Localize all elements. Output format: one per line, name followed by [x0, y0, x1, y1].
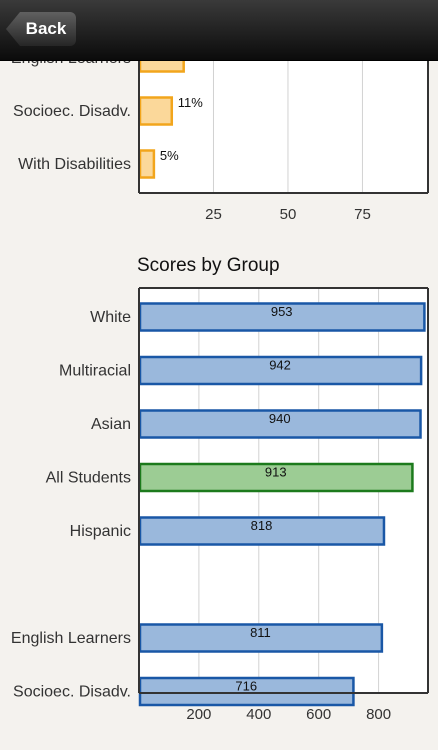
back-button-label: Back	[25, 19, 67, 38]
category-label: All Students	[46, 470, 131, 487]
category-label: English Learners	[11, 630, 131, 647]
navigation-bar: Back	[0, 0, 438, 61]
bar	[138, 96, 174, 126]
category-label: Asian	[91, 416, 131, 433]
x-tick-label: 800	[366, 706, 391, 723]
bar	[138, 516, 386, 546]
x-tick-label: 50	[280, 206, 297, 223]
bar	[138, 149, 156, 179]
plot-area	[139, 60, 428, 193]
bar	[138, 60, 185, 73]
value-label: 818	[251, 518, 273, 533]
category-label: Hispanic	[70, 523, 131, 540]
x-tick-label: 400	[246, 706, 271, 723]
value-label: 940	[269, 411, 291, 426]
x-tick-label: 75	[354, 206, 371, 223]
bar	[138, 302, 426, 332]
category-label: Socioec. Disadv.	[13, 103, 131, 120]
value-label: 716	[235, 679, 257, 694]
back-button[interactable]: Back	[6, 12, 76, 46]
category-label: Multiracial	[59, 363, 131, 380]
value-label: 942	[269, 358, 291, 373]
scores-chart-panel: Scores by Group 200 400 600 800 White 953 Mult…	[0, 245, 438, 750]
value-label: 5%	[160, 148, 179, 163]
x-tick-label: 200	[186, 706, 211, 723]
chart-title: Scores by Group	[137, 255, 280, 276]
scores-bar-chart: 200 400 600 800 White 953 Multiracial 942 Asian 9…	[11, 287, 429, 723]
category-label: White	[90, 309, 131, 326]
category-label: Socioec. Disadv.	[13, 684, 131, 701]
value-label: 953	[271, 304, 293, 319]
x-tick-label: 25	[205, 206, 222, 223]
top-chart-panel: 25 50 75 English Learners Socioec. Disadv. 11…	[0, 60, 438, 230]
bar	[138, 623, 384, 653]
x-tick-label: 600	[306, 706, 331, 723]
top-bar-chart: 25 50 75 English Learners Socioec. Disadv. 11…	[11, 60, 429, 223]
bar	[138, 355, 423, 386]
value-label: 913	[265, 465, 287, 480]
category-label: With Disabilities	[18, 156, 131, 173]
value-label: 811	[250, 625, 271, 640]
category-label: English Learners	[11, 60, 131, 67]
bar	[138, 462, 414, 493]
value-label: 11%	[178, 95, 203, 110]
bar	[138, 676, 355, 707]
